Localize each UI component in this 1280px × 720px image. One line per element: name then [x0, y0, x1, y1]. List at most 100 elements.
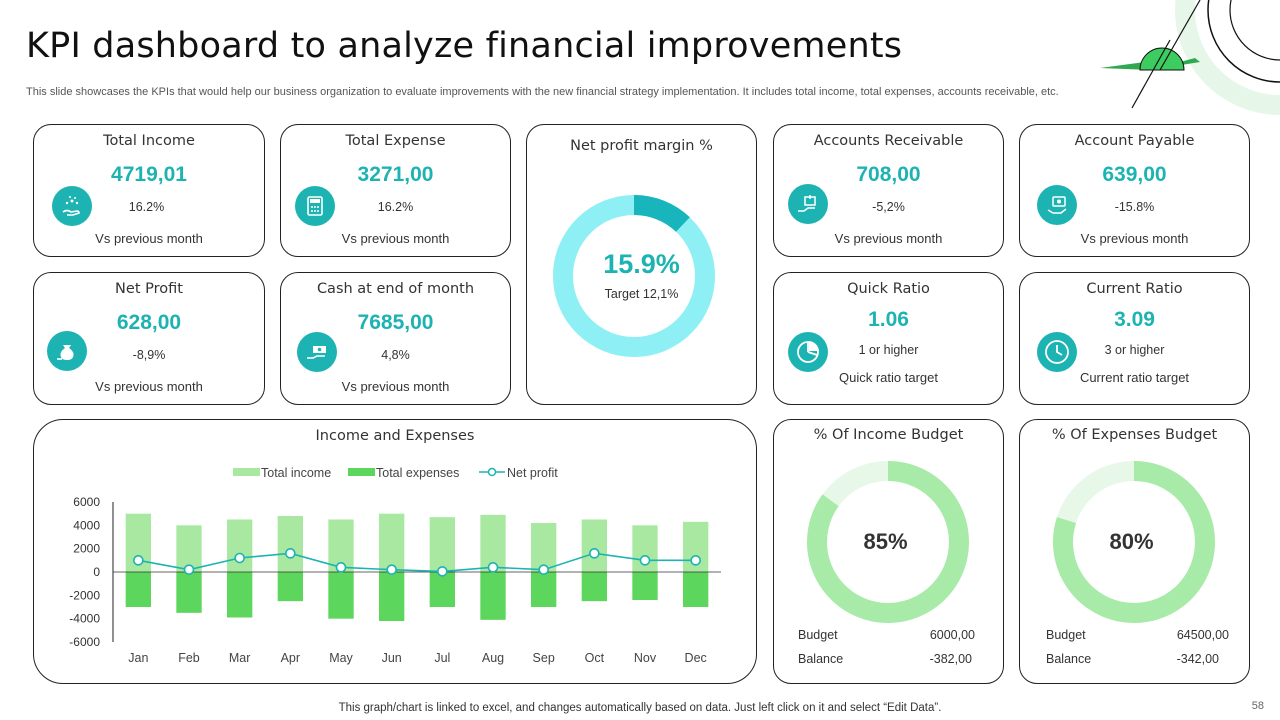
bar-income [531, 523, 557, 572]
chart-title: Income and Expenses [315, 428, 475, 444]
kpi-change: 16.2% [128, 200, 165, 214]
kpi-title: Total Income [103, 133, 195, 149]
kpi-target: 1 or higher [858, 343, 919, 357]
net-profit-point [690, 555, 701, 566]
bar-income [581, 519, 607, 572]
kpi-sub: Vs previous month [341, 379, 450, 394]
net-profit-point [234, 552, 245, 564]
money-bag-icon [47, 331, 87, 371]
bar-expenses [379, 572, 405, 621]
income-budget-title: % Of Income Budget [813, 427, 964, 443]
x-tick-label: Feb [178, 651, 200, 665]
cash-hand-icon [297, 332, 337, 372]
net-profit-margin-target: Target 12,1% [604, 287, 679, 301]
bar-expenses [176, 572, 202, 613]
kpi-value: 708,00 [856, 163, 921, 186]
expenses-budget-amount: 64500,00 [1176, 628, 1229, 642]
kpi-sub: Current ratio target [1079, 370, 1190, 385]
x-tick-label: Jul [434, 651, 450, 665]
kpi-title: Total Expense [345, 133, 446, 149]
kpi-card-quick-ratio[interactable]: Quick Ratio 1.06 1 or higher Quick ratio… [773, 272, 1004, 405]
net-profit-point [538, 564, 549, 575]
kpi-value: 4719,01 [111, 163, 187, 186]
x-tick-label: Dec [685, 651, 707, 665]
expenses-budget-value: 80% [1109, 529, 1154, 554]
expenses-budget-title: % Of Expenses Budget [1051, 427, 1218, 443]
kpi-card-cash-end-of-month[interactable]: Cash at end of month 7685,00 4,8% Vs pre… [280, 272, 511, 405]
y-tick-label: -6000 [69, 635, 100, 649]
kpi-card-current-ratio[interactable]: Current Ratio 3.09 3 or higher Current r… [1019, 272, 1250, 405]
bar-income [277, 516, 303, 572]
legend-swatch-expenses [348, 468, 375, 476]
income-balance-amount: -382,00 [929, 652, 972, 666]
expenses-budget-card[interactable]: % Of Expenses Budget 80% Budget 64500,00… [1019, 419, 1250, 684]
net-profit-point [183, 564, 195, 575]
net-profit-point [133, 555, 144, 566]
kpi-value: 1.06 [868, 308, 909, 331]
kpi-target: 3 or higher [1104, 343, 1165, 357]
legend-label-income: Total income [261, 466, 331, 480]
net-profit-point [437, 566, 448, 577]
kpi-sub: Vs previous month [95, 379, 203, 394]
income-budget-label: Budget [798, 628, 838, 642]
bar-expenses [227, 572, 253, 618]
x-tick-label: Sep [533, 651, 555, 665]
x-tick-label: Oct [585, 651, 605, 665]
page-title: KPI dashboard to analyze financial impro… [26, 26, 903, 66]
kpi-sub: Vs previous month [341, 231, 450, 246]
income-balance-label: Balance [798, 652, 844, 666]
y-tick-label: 2000 [73, 542, 100, 556]
kpi-sub: Vs previous month [95, 231, 203, 246]
expenses-balance-amount: -342,00 [1176, 652, 1219, 666]
income-budget-card[interactable]: % Of Income Budget 85% Budget 6000,00 Ba… [773, 419, 1004, 684]
net-profit-point [386, 564, 397, 575]
y-tick-label: -2000 [69, 588, 100, 602]
kpi-value: 628,00 [116, 311, 182, 334]
bar-income [379, 513, 405, 572]
expenses-balance-label: Balance [1046, 652, 1092, 666]
bar-expenses [581, 572, 607, 602]
bar-income [227, 519, 253, 572]
kpi-value: 639,00 [1102, 163, 1167, 186]
kpi-card-account-payable[interactable]: Account Payable 639,00 -15.8% Vs previou… [1019, 124, 1250, 257]
legend-label-net-profit: Net profit [507, 466, 558, 480]
income-expenses-chart: Total income Total expenses Net profit 6… [69, 466, 721, 665]
kpi-title: Account Payable [1074, 133, 1195, 149]
kpi-card-total-expense[interactable]: Total Expense 3271,00 16.2% Vs previous … [280, 124, 511, 257]
calculator-icon [295, 186, 335, 226]
bar-expenses [429, 572, 455, 607]
net-profit-point [335, 562, 347, 573]
kpi-change: -8,9% [132, 348, 166, 362]
net-profit-margin-card[interactable]: Net profit margin % 15.9% Target 12,1% [526, 124, 757, 405]
x-tick-label: May [329, 651, 353, 665]
income-budget-donut [807, 461, 969, 623]
income-budget-arc [807, 461, 969, 623]
footer-note: This graph/chart is linked to excel, and… [338, 702, 942, 714]
y-tick-label: 0 [93, 565, 100, 579]
kpi-title: Quick Ratio [847, 281, 930, 297]
kpi-change: -5,2% [872, 200, 905, 214]
x-tick-label: Aug [482, 651, 504, 665]
x-tick-label: Nov [634, 651, 657, 665]
bar-income [429, 517, 455, 572]
x-tick-label: Mar [229, 651, 251, 665]
net-profit-line [138, 552, 696, 573]
kpi-value: 3271,00 [357, 163, 434, 186]
kpi-card-net-profit[interactable]: Net Profit 628,00 -8,9% Vs previous mont… [33, 272, 265, 405]
kpi-title: Current Ratio [1086, 281, 1183, 297]
kpi-title: Net Profit [115, 281, 183, 297]
bar-expenses [480, 572, 506, 620]
legend-label-expenses: Total expenses [376, 466, 459, 480]
expenses-budget-label: Budget [1046, 628, 1086, 642]
bar-income [176, 525, 202, 572]
bar-expenses [632, 572, 658, 600]
kpi-sub: Quick ratio target [839, 370, 938, 385]
net-profit-point [589, 548, 600, 559]
pie-chart-icon [788, 332, 828, 372]
kpi-change: 16.2% [377, 200, 414, 214]
net-profit-margin-value: 15.9% [603, 249, 680, 279]
kpi-card-accounts-receivable[interactable]: Accounts Receivable 708,00 -5,2% Vs prev… [773, 124, 1004, 257]
page-number: 58 [1251, 700, 1264, 712]
kpi-change: -15.8% [1114, 200, 1155, 214]
kpi-card-total-income[interactable]: Total Income 4719,01 16.2% Vs previous m… [33, 124, 265, 257]
